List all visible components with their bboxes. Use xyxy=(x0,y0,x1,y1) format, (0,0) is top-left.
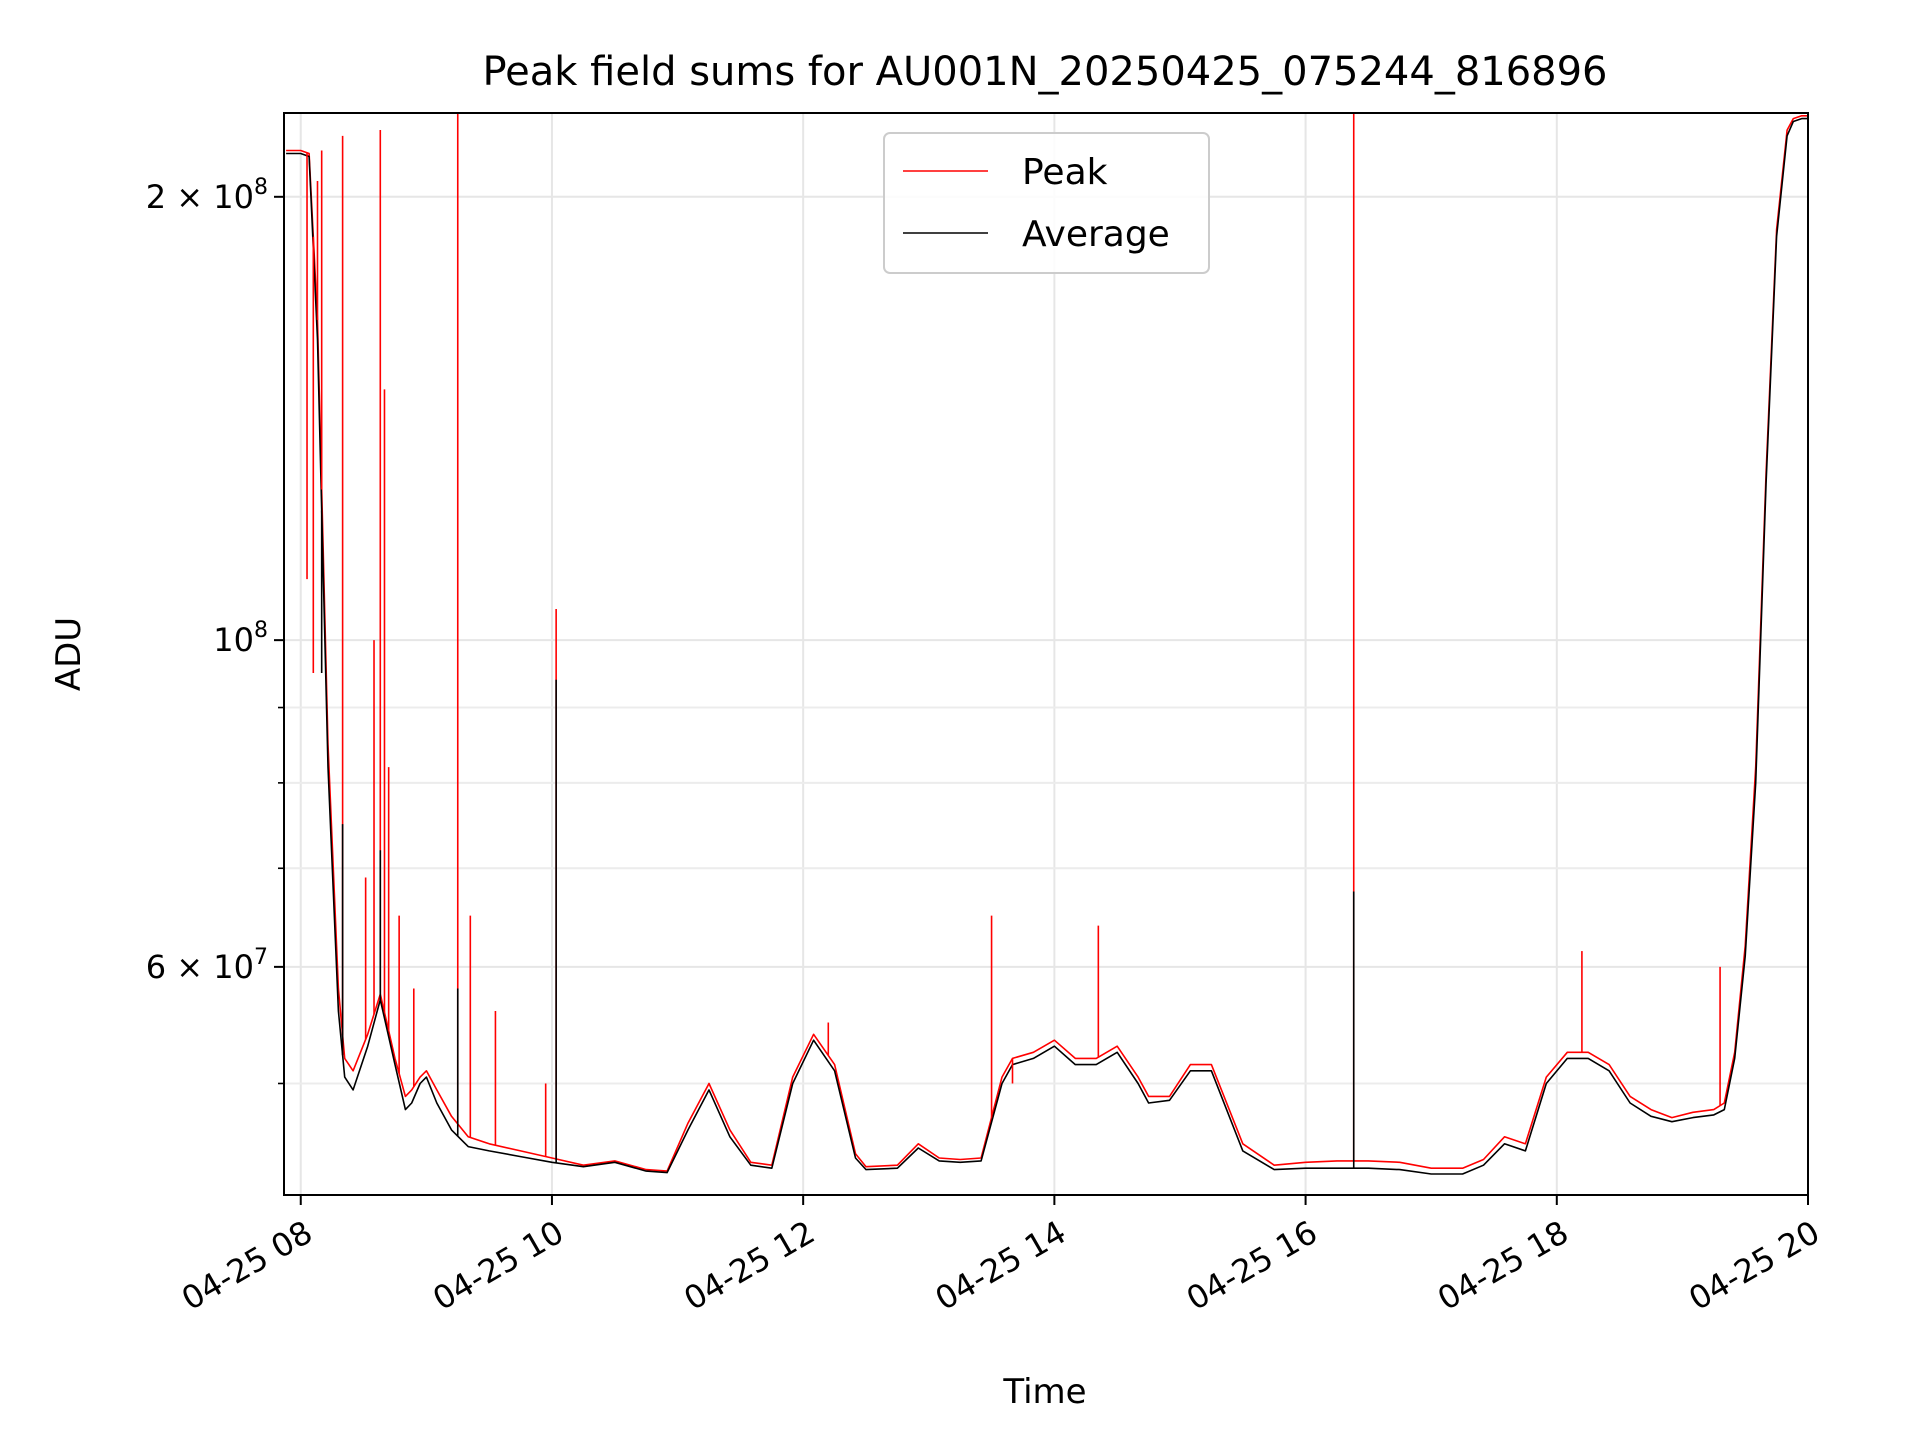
legend-label-peak: Peak xyxy=(1022,152,1108,193)
series-line-peak xyxy=(286,115,1808,1172)
y-tick-label: 108 xyxy=(213,618,268,659)
y-axis-label: ADU xyxy=(49,617,89,691)
series-layer xyxy=(286,113,1808,1175)
series-line-average xyxy=(286,117,1808,1175)
legend: Peak Average xyxy=(883,132,1210,274)
chart-title: Peak field sums for AU001N_20250425_0752… xyxy=(482,49,1607,95)
y-tick-label: 2 × 108 xyxy=(146,175,268,216)
legend-box xyxy=(883,132,1210,274)
grid-lines xyxy=(284,113,1808,1195)
x-axis-label: Time xyxy=(1002,1372,1086,1412)
y-tick-label: 6 × 107 xyxy=(146,945,268,986)
tick-marks xyxy=(274,195,1809,1205)
legend-label-average: Average xyxy=(1022,214,1170,255)
y-tick-labels: 2 × 108 108 6 × 107 xyxy=(146,175,268,986)
plot-frame xyxy=(283,112,1809,1196)
